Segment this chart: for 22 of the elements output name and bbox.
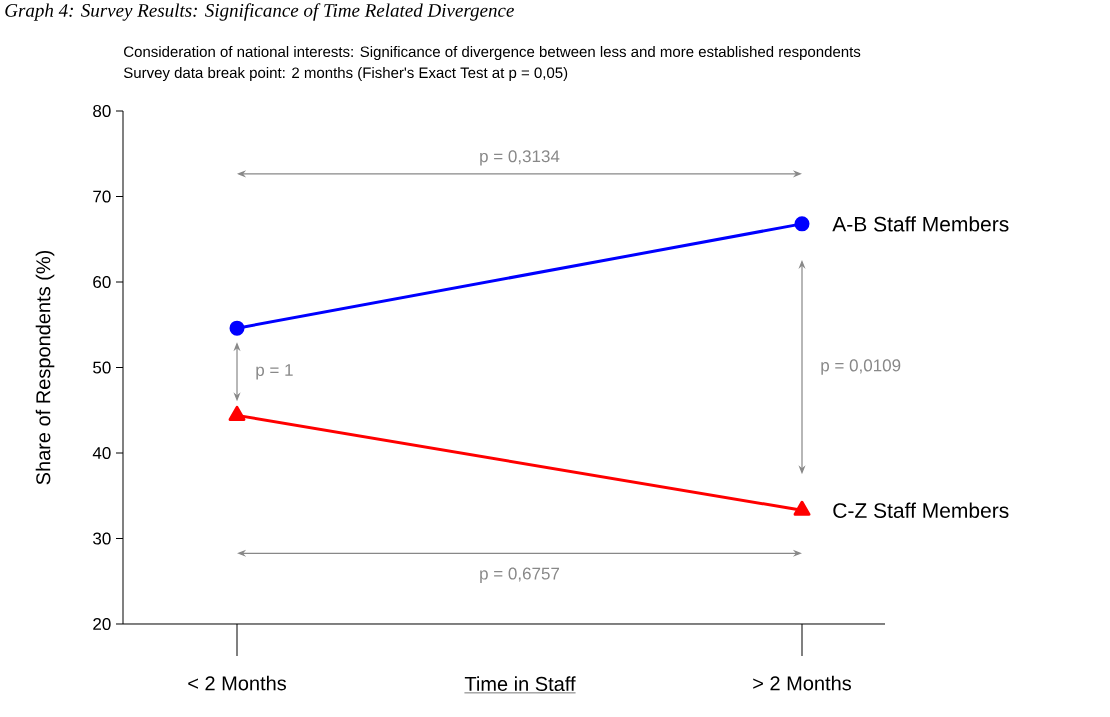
y-axis-title: Share of Respondents (%) xyxy=(35,250,55,485)
x-tick-label: > 2 Months xyxy=(753,675,851,691)
caption: Graph 4: Survey Results: Significance of Time Related Divergence xyxy=(5,3,514,21)
point xyxy=(229,320,245,336)
series-label: C-Z Staff Members xyxy=(833,502,1009,518)
annotation: p = 0,0109 xyxy=(821,359,901,375)
y-tick-label: 30 xyxy=(93,532,111,545)
series-label: A-B Staff Members xyxy=(832,216,1009,232)
point xyxy=(794,216,810,232)
x-axis-title: Time in Staff xyxy=(464,676,576,691)
chart-subtitle: Survey data break point: 2 months (Fisher's Exact Test at p = 0,05) xyxy=(123,67,568,81)
y-tick-label: 50 xyxy=(93,361,111,374)
x-tick-label: < 2 Months xyxy=(188,675,286,691)
y-tick-label: 20 xyxy=(93,617,111,631)
chart-title: Consideration of national interests: Significance of divergence between less and more established respondents xyxy=(124,46,861,60)
annotation: p = 0,6757 xyxy=(480,567,560,583)
y-tick-label: 80 xyxy=(93,104,111,118)
annotation: p = 0,3134 xyxy=(480,150,560,166)
y-tick-label: 60 xyxy=(93,275,111,289)
y-tick-label: 70 xyxy=(93,190,111,203)
annotation: p = 1 xyxy=(256,364,293,380)
y-tick-label: 40 xyxy=(92,446,111,460)
